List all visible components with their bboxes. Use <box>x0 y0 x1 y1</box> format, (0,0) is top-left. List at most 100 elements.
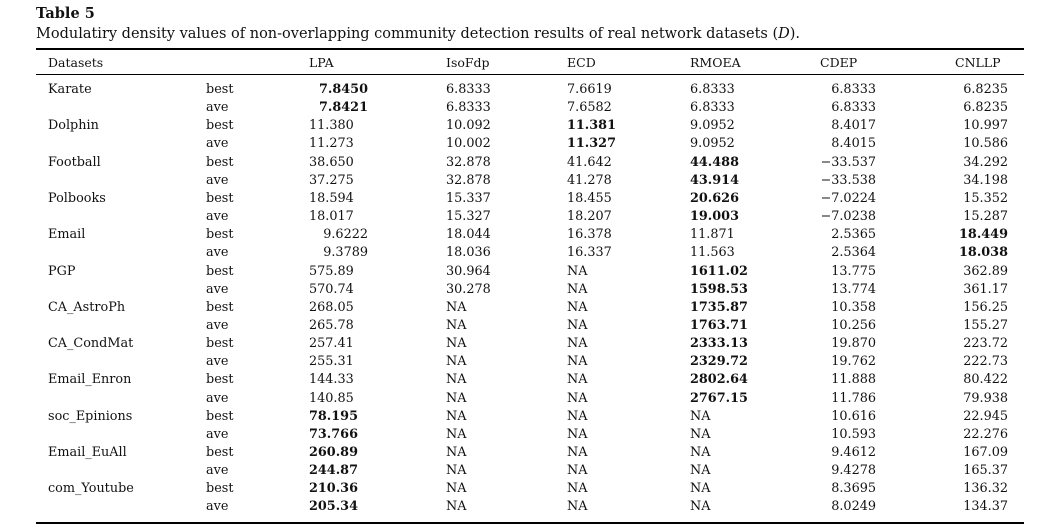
table-cell: 9.6222 <box>323 227 368 243</box>
stat-label: best <box>206 299 234 315</box>
table-cell: NA <box>567 445 588 460</box>
table-cell: 1763.71 <box>690 317 748 333</box>
table-cell: 10.616 <box>831 408 876 424</box>
table-cell: NA <box>446 336 467 352</box>
table-cell: 11.563 <box>690 245 735 261</box>
table-cell: 30.278 <box>446 281 491 297</box>
table-cell: 575.89 <box>309 263 354 279</box>
table-caption: Modulatiry density values of non-overlap… <box>36 26 800 42</box>
table-cell: 11.327 <box>567 136 616 152</box>
table-cell: NA <box>567 426 588 442</box>
table-cell: NA <box>567 463 588 479</box>
stat-label: best <box>206 445 234 460</box>
dataset-name: Email <box>48 227 86 243</box>
table-cell: −7.0224 <box>820 190 877 206</box>
table-cell: 15.287 <box>963 209 1008 225</box>
stat-label: best <box>206 118 234 134</box>
table-cell: 8.4017 <box>831 118 876 134</box>
table-cell: NA <box>567 281 588 297</box>
table-cell: 2.5365 <box>831 227 876 243</box>
table-cell: 78.195 <box>309 408 358 424</box>
table-cell: 144.33 <box>309 372 354 388</box>
table-cell: NA <box>446 354 467 370</box>
table-cell: 265.78 <box>309 317 354 333</box>
table-cell: 37.275 <box>309 172 354 188</box>
table-cell: 15.327 <box>446 209 491 225</box>
stat-label: ave <box>206 100 229 116</box>
column-header: IsoFdp <box>446 55 490 70</box>
table-cell: 18.038 <box>959 245 1008 261</box>
table-cell: NA <box>690 463 711 479</box>
table-cell: NA <box>567 408 588 424</box>
table-cell: 79.938 <box>963 390 1008 406</box>
table-cell: 9.0952 <box>690 118 735 134</box>
stat-label: ave <box>206 281 229 297</box>
table-cell: 11.380 <box>309 118 354 134</box>
caption-end: ). <box>789 26 801 42</box>
table-cell: 260.89 <box>309 445 358 460</box>
table-cell: 18.044 <box>446 227 491 243</box>
table-cell: NA <box>690 408 711 424</box>
table-cell: 2.5364 <box>831 245 876 261</box>
table-cell: 6.8235 <box>963 100 1008 116</box>
table-cell: NA <box>690 481 711 497</box>
column-header: CNLLP <box>955 55 1001 70</box>
table-cell: 210.36 <box>309 481 358 497</box>
dataset-name: PGP <box>48 263 76 279</box>
table-cell: 361.17 <box>963 281 1008 297</box>
table-cell: 18.594 <box>309 190 354 206</box>
table-cell: 7.8421 <box>319 100 368 116</box>
table-cell: 16.337 <box>567 245 612 261</box>
table-cell: 38.650 <box>309 154 354 170</box>
table-cell: 362.89 <box>963 263 1008 279</box>
table-cell: NA <box>567 336 588 352</box>
table-cell: 7.6619 <box>567 82 612 97</box>
table-cell: 8.0249 <box>831 499 876 515</box>
table-cell: 18.036 <box>446 245 491 261</box>
dataset-name: com_Youtube <box>48 481 134 497</box>
table-cell: 1611.02 <box>690 263 748 279</box>
stat-label: best <box>206 408 234 424</box>
table-cell: 9.4612 <box>831 445 876 460</box>
table-cell: NA <box>567 263 588 279</box>
table-cell: NA <box>567 317 588 333</box>
table-cell: 20.626 <box>690 190 739 206</box>
table-cell: 13.775 <box>831 263 876 279</box>
table-cell: 15.337 <box>446 190 491 206</box>
table-cell: 41.642 <box>567 154 612 170</box>
table-cell: 18.017 <box>309 209 354 225</box>
table-cell: 43.914 <box>690 172 739 188</box>
dataset-name: Dolphin <box>48 118 99 134</box>
table-cell: 15.352 <box>963 190 1008 206</box>
stat-label: ave <box>206 426 229 442</box>
table-label: Table 5 <box>36 5 95 22</box>
stat-label: best <box>206 154 234 170</box>
table-cell: 2767.15 <box>690 390 748 406</box>
table-cell: 9.4278 <box>831 463 876 479</box>
table-cell: 6.8333 <box>690 100 735 116</box>
table-cell: 2329.72 <box>690 354 748 370</box>
table-cell: NA <box>446 481 467 497</box>
table-cell: 9.0952 <box>690 136 735 152</box>
table-cell: 16.378 <box>567 227 612 243</box>
table-cell: 268.05 <box>309 299 354 315</box>
table-cell: 222.73 <box>963 354 1008 370</box>
table-cell: NA <box>446 499 467 515</box>
table-cell: 11.786 <box>831 390 876 406</box>
table-cell: 18.455 <box>567 190 612 206</box>
table-cell: 2333.13 <box>690 336 748 352</box>
stat-label: ave <box>206 136 229 152</box>
column-header: CDEP <box>820 55 858 70</box>
dataset-name: Polbooks <box>48 190 106 206</box>
table-cell: 6.8333 <box>446 82 491 97</box>
table-cell: 6.8333 <box>446 100 491 116</box>
caption-text: Modulatiry density values of non-overlap… <box>36 26 779 42</box>
stat-label: best <box>206 82 234 97</box>
dataset-name: Karate <box>48 82 92 97</box>
stat-label: best <box>206 481 234 497</box>
table-cell: NA <box>567 372 588 388</box>
table-cell: 41.278 <box>567 172 612 188</box>
table-cell: −33.538 <box>820 172 877 188</box>
table-cell: NA <box>567 481 588 497</box>
header-rule <box>36 74 1024 75</box>
